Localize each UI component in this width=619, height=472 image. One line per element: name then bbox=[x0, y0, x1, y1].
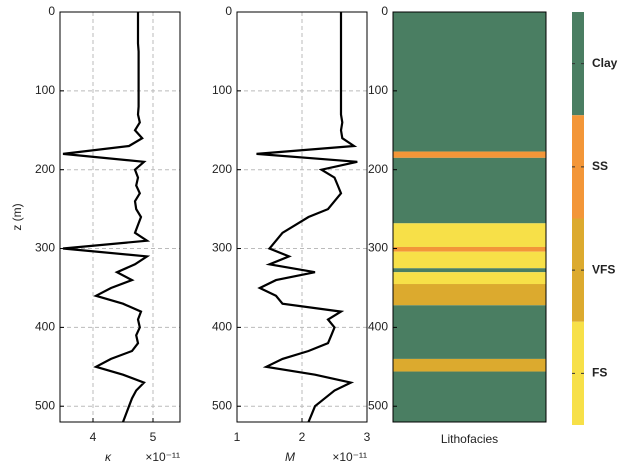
y-tick-label: 400 bbox=[35, 320, 55, 334]
y-tick-label: 100 bbox=[35, 83, 55, 97]
y-tick-label: 300 bbox=[212, 241, 232, 255]
y-tick-label: 200 bbox=[35, 162, 55, 176]
colorbar-segment bbox=[572, 218, 584, 322]
x-axis-label: M bbox=[285, 450, 295, 464]
colorbar-label: SS bbox=[592, 159, 608, 173]
x-multiplier: ×10⁻¹¹ bbox=[332, 450, 367, 464]
facies-interval bbox=[393, 223, 546, 247]
facies-interval bbox=[393, 358, 546, 372]
axes-frame bbox=[59, 11, 181, 423]
colorbar-label: Clay bbox=[592, 56, 618, 70]
curve bbox=[256, 12, 358, 423]
y-tick-label: 200 bbox=[368, 162, 388, 176]
y-tick-label: 100 bbox=[368, 83, 388, 97]
facies-interval bbox=[393, 284, 546, 306]
x-multiplier: ×10⁻¹¹ bbox=[145, 450, 180, 464]
colorbar-segment bbox=[572, 115, 584, 219]
x-tick-label: 2 bbox=[299, 430, 306, 444]
facies-interval bbox=[393, 268, 546, 273]
curve bbox=[62, 12, 151, 423]
facies-interval bbox=[393, 371, 546, 422]
y-tick-label: 0 bbox=[381, 4, 388, 18]
x-tick-label: 5 bbox=[150, 430, 157, 444]
facies-interval bbox=[393, 251, 546, 269]
y-axis-label: z (m) bbox=[10, 203, 24, 230]
y-tick-label: 200 bbox=[212, 162, 232, 176]
facies-interval bbox=[393, 305, 546, 359]
facies-interval bbox=[393, 157, 546, 224]
facies-interval bbox=[393, 151, 546, 158]
y-tick-label: 0 bbox=[48, 4, 55, 18]
facies-interval bbox=[393, 272, 546, 285]
y-tick-label: 0 bbox=[225, 4, 232, 18]
axes-frame bbox=[236, 11, 368, 423]
y-tick-label: 400 bbox=[368, 320, 388, 334]
x-tick-label: 3 bbox=[364, 430, 371, 444]
facies-interval bbox=[393, 12, 546, 152]
facies-interval bbox=[393, 246, 546, 252]
y-tick-label: 100 bbox=[212, 83, 232, 97]
y-tick-label: 300 bbox=[35, 241, 55, 255]
y-tick-label: 500 bbox=[368, 398, 388, 412]
colorbar-label: VFS bbox=[592, 262, 615, 276]
x-axis-label: Lithofacies bbox=[441, 432, 498, 446]
x-axis-label: κ bbox=[105, 450, 112, 464]
axes-frame bbox=[392, 11, 547, 423]
colorbar-segment bbox=[572, 321, 584, 425]
y-tick-label: 500 bbox=[35, 398, 55, 412]
colorbar-label: FS bbox=[592, 366, 607, 380]
y-tick-label: 300 bbox=[368, 241, 388, 255]
x-tick-label: 1 bbox=[234, 430, 241, 444]
colorbar-segment bbox=[572, 12, 584, 116]
x-tick-label: 4 bbox=[90, 430, 97, 444]
y-tick-label: 400 bbox=[212, 320, 232, 334]
y-tick-label: 500 bbox=[212, 398, 232, 412]
